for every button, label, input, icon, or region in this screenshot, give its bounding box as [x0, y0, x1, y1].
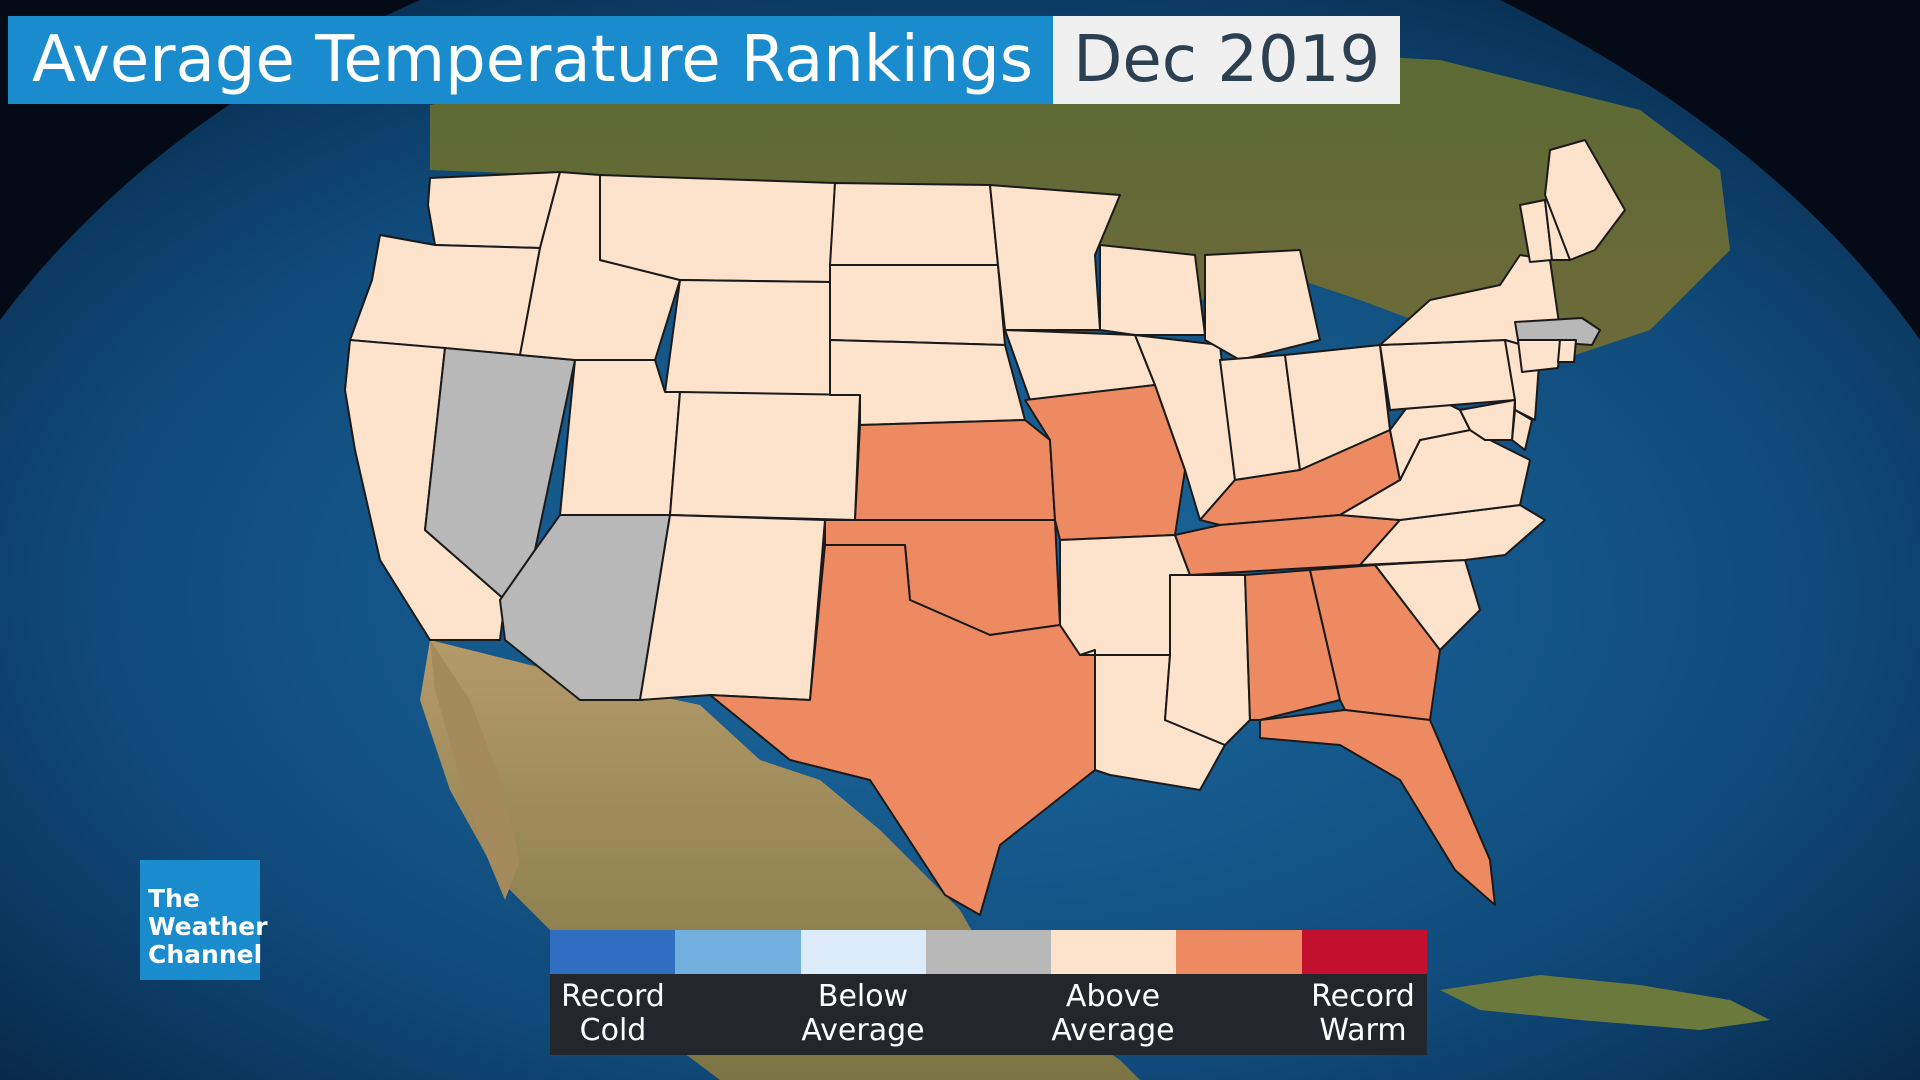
legend-label-below-average: Below Average [783, 980, 943, 1048]
legend-label-record-warm: Record Warm [1283, 980, 1443, 1048]
state-ne [829, 339, 1026, 426]
state-ut [559, 359, 681, 516]
state-me [1544, 139, 1626, 261]
state-wa [427, 171, 561, 249]
legend-label-line: Record [1311, 979, 1415, 1014]
state-ri [1557, 339, 1577, 363]
state-fl [1259, 709, 1496, 906]
state-ms [1164, 574, 1251, 746]
state-tx [709, 544, 1096, 916]
space-corner-right [1500, 0, 1920, 340]
cuba-island [1440, 975, 1770, 1030]
swatch-record-cold [550, 930, 676, 974]
baja-peninsula [430, 640, 520, 900]
state-wi [1099, 244, 1206, 336]
legend-label-line: Cold [579, 1013, 647, 1048]
swatch-near [925, 930, 1052, 974]
legend-label-line: Below [817, 979, 909, 1014]
state-ct [1517, 339, 1561, 373]
state-al [1244, 569, 1341, 721]
state-nd [829, 182, 999, 266]
state-co [669, 391, 861, 521]
legend-label-line: Warm [1319, 1013, 1407, 1048]
state-wy [664, 279, 831, 396]
title-bar: Average Temperature Rankings Dec 2019 [8, 16, 1401, 104]
logo-line-1: The [148, 884, 200, 913]
state-mi [1204, 249, 1321, 361]
swatch-record-warm [1301, 930, 1427, 974]
state-nm [639, 514, 826, 701]
legend-label-record-cold: Record Cold [533, 980, 693, 1048]
swatch-below [800, 930, 926, 974]
legend-label-line: Above [1065, 979, 1161, 1014]
legend-label-line: Average [1051, 1013, 1175, 1048]
legend-swatches [550, 930, 1427, 974]
legend-label-line: Record [561, 979, 665, 1014]
state-ks [854, 419, 1056, 521]
map-title: Average Temperature Rankings [8, 16, 1054, 104]
swatch-much-below [675, 930, 801, 974]
us-states [344, 139, 1626, 916]
legend-labels: Record Cold Below Average Above Average … [550, 974, 1427, 1055]
weather-channel-logo: The Weather Channel [140, 860, 268, 980]
logo-line-3: Channel [148, 940, 263, 969]
state-mt [599, 174, 836, 283]
legend-label-line: Average [801, 1013, 925, 1048]
state-pa [1379, 339, 1516, 411]
legend: Record Cold Below Average Above Average … [550, 930, 1427, 1055]
state-md [1459, 399, 1516, 441]
legend-label-above-average: Above Average [1033, 980, 1193, 1048]
state-or [349, 234, 541, 356]
swatch-much-above [1176, 930, 1302, 974]
state-ma [1514, 317, 1601, 346]
map-date: Dec 2019 [1053, 16, 1401, 104]
state-sd [829, 264, 1006, 346]
logo-line-2: Weather [148, 912, 268, 941]
swatch-above [1051, 930, 1177, 974]
